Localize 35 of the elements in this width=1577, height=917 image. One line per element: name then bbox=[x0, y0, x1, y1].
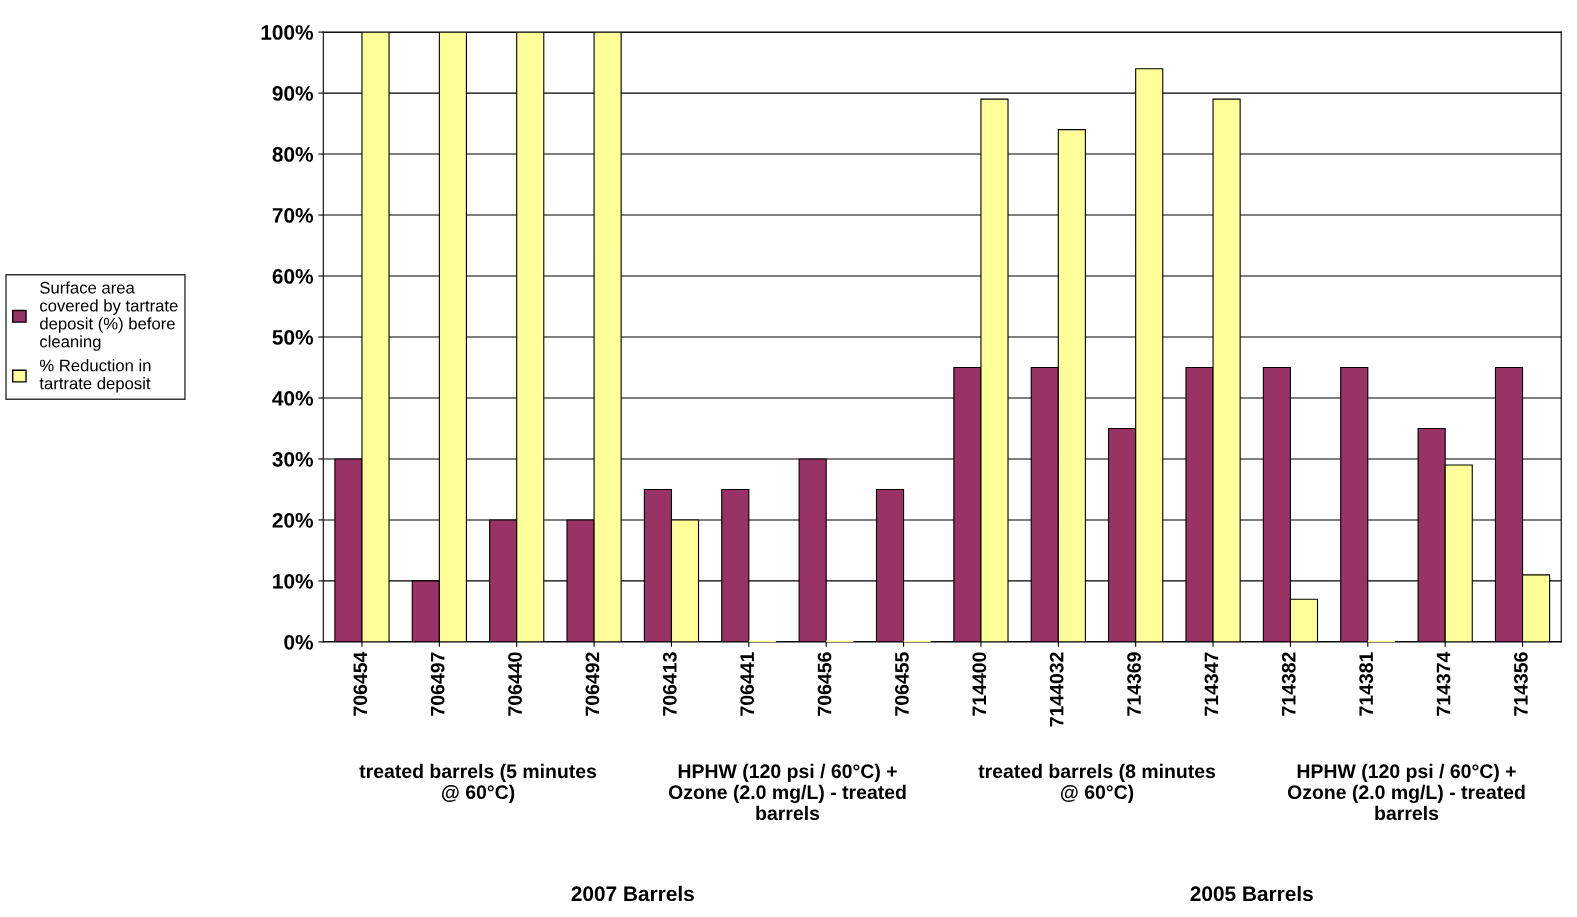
y-tick-label: 30% bbox=[272, 451, 314, 467]
y-tick-label: 100% bbox=[261, 25, 314, 40]
x-tick-label: 706456 bbox=[817, 652, 832, 716]
y-tick-label: 80% bbox=[272, 147, 314, 162]
text: treated barrels (8 minutes @ 60°C) bbox=[978, 763, 1216, 803]
x-tick-label: 706413 bbox=[662, 652, 677, 716]
y-tick-label: 70% bbox=[272, 208, 314, 223]
text: HPHW (120 psi / 60°C) + Ozone (2.0 mg/L) - treated barrels bbox=[668, 763, 906, 821]
y-tick-label: 40% bbox=[272, 390, 314, 406]
y-tick-label: 60% bbox=[272, 269, 314, 284]
y-tick-label: 50% bbox=[272, 330, 314, 345]
x-tick-label: 714381 bbox=[1359, 652, 1374, 716]
y-tick-label: 90% bbox=[272, 86, 314, 101]
x-tick-label: 7144032 bbox=[1049, 652, 1064, 727]
x-tick-label: 706441 bbox=[740, 652, 755, 716]
x-tick-label: 706497 bbox=[430, 652, 445, 716]
x-tick-label: 706440 bbox=[508, 652, 522, 716]
x-tick-label: 706454 bbox=[353, 651, 368, 716]
legend-label: Surface area covered by tartrate deposit (%) before cleaning bbox=[40, 281, 178, 351]
text: 2005 Barrels bbox=[1190, 885, 1313, 902]
x-tick-label: 714400 bbox=[972, 652, 987, 716]
text: 2007 Barrels bbox=[571, 885, 694, 902]
y-tick-label: 20% bbox=[272, 512, 314, 528]
x-tick-label: 714347 bbox=[1204, 652, 1219, 716]
y-tick-label: 10% bbox=[273, 573, 314, 589]
x-tick-label: 714356 bbox=[1513, 652, 1528, 716]
x-tick-label: 706455 bbox=[895, 652, 909, 716]
text: HPHW (120 psi / 60°C) + Ozone (2.0 mg/L) - treated barrels bbox=[1287, 763, 1525, 821]
x-tick-label: 714369 bbox=[1127, 652, 1141, 716]
x-tick-label: 714374 bbox=[1436, 651, 1451, 716]
y-tick-label: 0% bbox=[284, 634, 314, 650]
x-tick-label: 706492 bbox=[585, 652, 600, 716]
text: treated barrels (5 minutes @ 60°C) bbox=[359, 763, 597, 803]
x-tick-label: 714382 bbox=[1281, 652, 1296, 716]
legend-label: % Reduction in tartrate deposit bbox=[39, 359, 151, 393]
